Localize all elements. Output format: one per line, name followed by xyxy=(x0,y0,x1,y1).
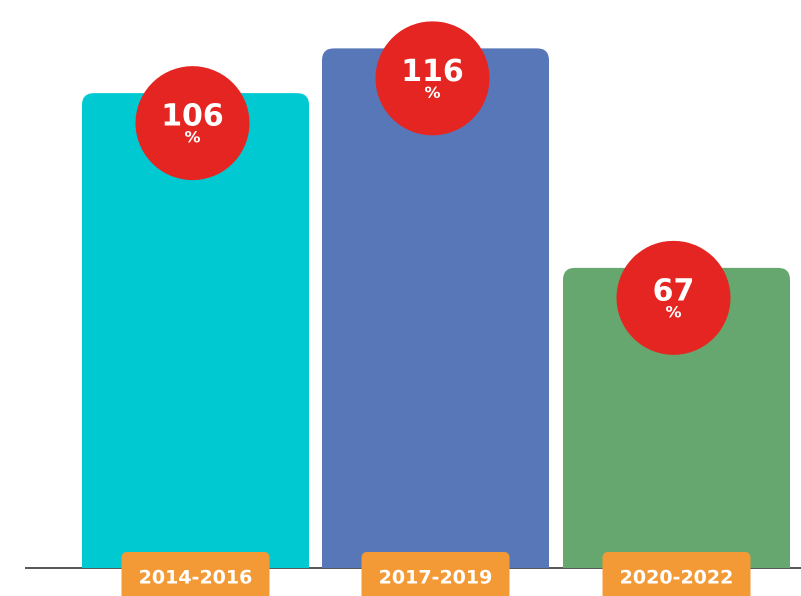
bar xyxy=(82,93,309,569)
value-label: 116 xyxy=(401,54,464,89)
category-box xyxy=(121,552,270,596)
x-tick-label: 2020-2022 xyxy=(620,567,734,589)
x-tick-label: 2017-2019 xyxy=(379,567,493,589)
value-unit: % xyxy=(184,128,200,147)
value-unit: % xyxy=(665,302,681,321)
value-badge xyxy=(375,21,490,136)
bar xyxy=(322,48,549,568)
category-box xyxy=(602,552,751,596)
value-badge xyxy=(135,66,250,181)
bar xyxy=(563,267,790,568)
value-label: 106 xyxy=(161,99,224,134)
value-unit: % xyxy=(424,83,440,102)
category-box xyxy=(361,552,510,596)
x-tick-label: 2014-2016 xyxy=(139,567,253,589)
value-label: 67 xyxy=(653,273,695,308)
value-badge xyxy=(616,240,731,355)
